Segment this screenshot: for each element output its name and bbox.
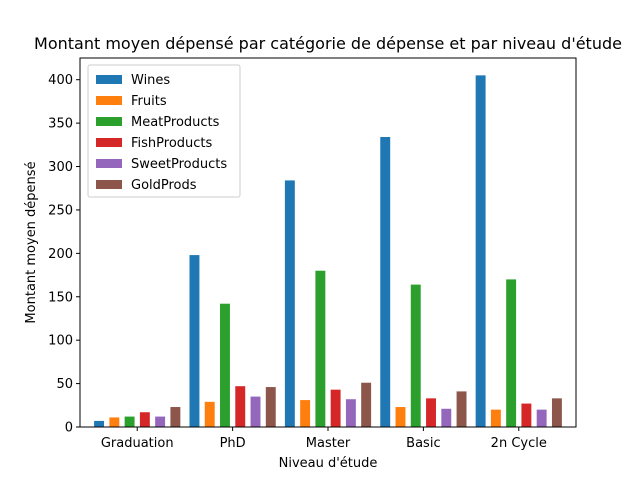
x-tick-label: 2n Cycle bbox=[491, 436, 547, 451]
legend-swatch-sweetproducts bbox=[96, 159, 122, 168]
bar-wines-phd bbox=[189, 255, 200, 427]
y-axis: 0 50 100 150 200 250 300 350 400 bbox=[48, 73, 80, 436]
y-axis-label: Montant moyen dépensé bbox=[24, 161, 39, 323]
bar-sweetproducts-master bbox=[345, 399, 356, 427]
bar-meatproducts-master bbox=[315, 270, 326, 427]
legend-swatch-fishproducts bbox=[96, 138, 122, 147]
legend-label-fruits: Fruits bbox=[131, 94, 167, 109]
legend-swatch-fruits bbox=[96, 96, 122, 105]
bar-wines-graduation bbox=[94, 420, 105, 427]
y-tick-label: 50 bbox=[56, 377, 73, 392]
y-tick-label: 100 bbox=[48, 334, 73, 349]
bar-meatproducts-2n-cycle bbox=[506, 279, 517, 427]
legend-swatch-meatproducts bbox=[96, 117, 122, 126]
bar-wines-basic bbox=[380, 137, 391, 427]
y-tick-label: 350 bbox=[48, 117, 73, 132]
bar-fishproducts-2n-cycle bbox=[521, 403, 532, 427]
x-tick-label: Master bbox=[306, 436, 351, 451]
bar-wines-master bbox=[284, 180, 295, 427]
chart-title: Montant moyen dépensé par catégorie de d… bbox=[34, 34, 622, 53]
bar-fishproducts-basic bbox=[426, 398, 436, 427]
bar-sweetproducts-phd bbox=[250, 396, 261, 427]
legend-label-wines: Wines bbox=[131, 73, 170, 88]
bar-fruits-master bbox=[300, 400, 311, 427]
bar-fishproducts-graduation bbox=[139, 412, 150, 427]
legend-box bbox=[87, 64, 241, 198]
bar-goldprods-graduation bbox=[170, 407, 181, 427]
y-tick-label: 200 bbox=[48, 247, 73, 262]
legend-label-sweetproducts: SweetProducts bbox=[131, 157, 227, 172]
bar-goldprods-phd bbox=[265, 387, 276, 427]
x-axis-label: Niveau d'étude bbox=[279, 456, 378, 471]
legend-swatch-wines bbox=[96, 75, 122, 84]
y-tick-label: 250 bbox=[48, 203, 73, 218]
bar-wines-2n-cycle bbox=[475, 75, 486, 428]
bar-meatproducts-basic bbox=[410, 284, 421, 427]
bars-group bbox=[94, 75, 562, 428]
y-tick-label: 0 bbox=[65, 421, 73, 436]
bar-fishproducts-master bbox=[330, 389, 341, 427]
y-tick-label: 150 bbox=[48, 290, 73, 305]
bar-goldprods-basic bbox=[456, 391, 467, 427]
bar-sweetproducts-graduation bbox=[155, 416, 166, 427]
legend-label-goldprods: GoldProds bbox=[131, 178, 197, 193]
bar-meatproducts-phd bbox=[220, 303, 230, 427]
bar-goldprods-master bbox=[361, 382, 372, 427]
x-tick-label: Basic bbox=[406, 436, 440, 451]
legend-swatch-goldprods bbox=[96, 180, 122, 189]
legend: Wines Fruits MeatProducts FishProducts Sweet… bbox=[87, 64, 241, 198]
bar-fruits-phd bbox=[204, 401, 215, 427]
bar-meatproducts-graduation bbox=[124, 416, 135, 427]
bar-fishproducts-phd bbox=[235, 386, 246, 427]
bar-fruits-graduation bbox=[109, 417, 120, 427]
bar-sweetproducts-2n-cycle bbox=[536, 409, 547, 427]
legend-label-meatproducts: MeatProducts bbox=[131, 115, 220, 130]
y-tick-label: 300 bbox=[48, 160, 73, 175]
bar-sweetproducts-basic bbox=[441, 408, 452, 427]
bar-goldprods-2n-cycle bbox=[551, 398, 562, 427]
bar-fruits-basic bbox=[395, 407, 406, 427]
x-tick-label: PhD bbox=[220, 436, 246, 451]
legend-label-fishproducts: FishProducts bbox=[131, 136, 213, 151]
bar-fruits-2n-cycle bbox=[490, 409, 501, 427]
y-tick-label: 400 bbox=[48, 73, 73, 88]
x-tick-label: Graduation bbox=[101, 436, 174, 451]
x-axis: Graduation PhD Master Basic 2n Cycle bbox=[101, 427, 547, 451]
